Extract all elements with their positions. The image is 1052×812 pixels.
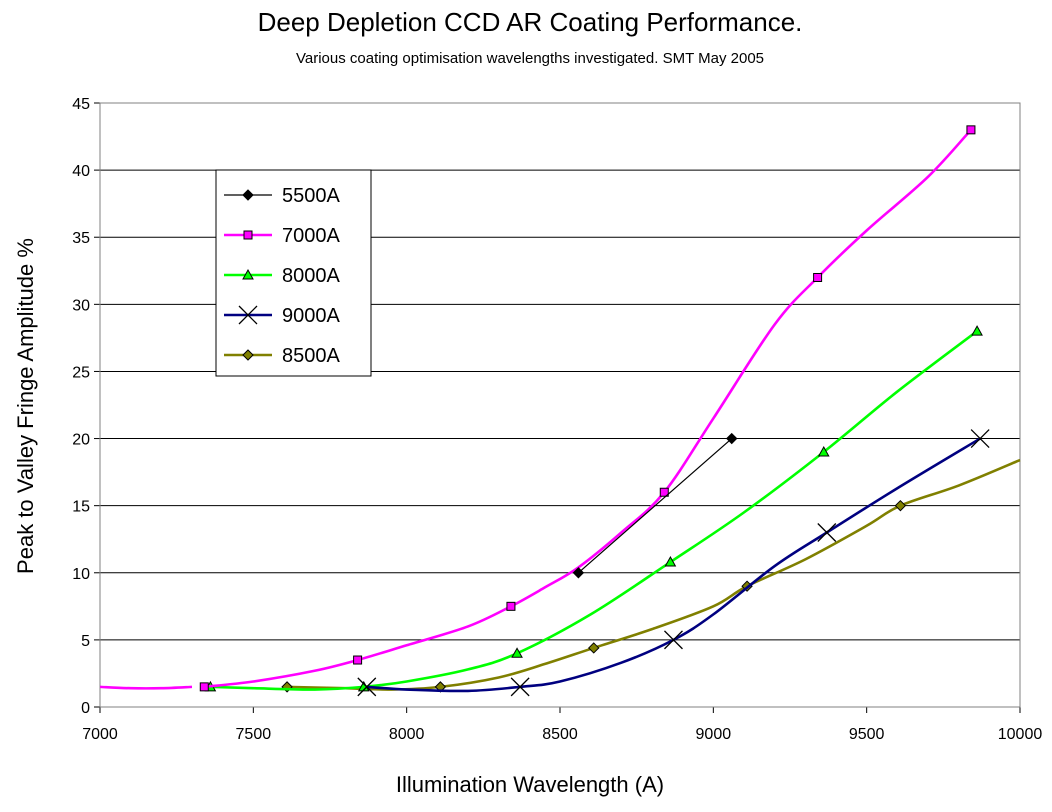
legend-label: 8000A bbox=[282, 265, 340, 287]
chart-title: Deep Depletion CCD AR Coating Performanc… bbox=[258, 7, 803, 37]
y-axis-label: Peak to Valley Fringe Amplitude % bbox=[13, 238, 38, 574]
y-tick-labels: 0 5 10 15 20 25 30 35 40 45 bbox=[72, 96, 90, 717]
y-tick-label: 20 bbox=[72, 432, 90, 449]
data-point bbox=[199, 682, 209, 692]
data-point bbox=[664, 556, 677, 567]
data-point bbox=[357, 677, 377, 697]
data-point bbox=[726, 432, 738, 445]
series-line bbox=[99, 685, 193, 690]
x-tick-label: 8500 bbox=[542, 726, 578, 743]
legend-item: 9000A bbox=[224, 305, 340, 327]
legend-marker bbox=[242, 349, 254, 361]
legend-marker bbox=[242, 189, 254, 201]
x-tick-label: 8000 bbox=[389, 726, 425, 743]
legend-item: 7000A bbox=[224, 225, 340, 247]
legend: 5500A 7000A 8000A 9000A 8500A bbox=[215, 169, 372, 377]
data-point bbox=[510, 677, 530, 697]
data-point bbox=[664, 630, 683, 650]
data-point bbox=[588, 642, 600, 654]
plot-area bbox=[99, 102, 1021, 708]
y-tick-label: 45 bbox=[72, 96, 90, 113]
data-point bbox=[572, 567, 585, 579]
x-tick-label: 9000 bbox=[696, 726, 732, 743]
data-point bbox=[817, 445, 830, 457]
series-line bbox=[210, 330, 978, 691]
series-line bbox=[366, 437, 981, 693]
legend-item: 5500A bbox=[224, 185, 340, 207]
series-9000A bbox=[357, 429, 990, 697]
y-tick-label: 35 bbox=[72, 230, 90, 247]
series-layer bbox=[99, 125, 1021, 697]
legend-marker bbox=[242, 268, 254, 280]
y-tick-label: 10 bbox=[72, 566, 90, 583]
data-point bbox=[966, 125, 976, 135]
legend-item: 8500A bbox=[224, 345, 340, 367]
series-extension bbox=[99, 685, 193, 690]
series-line bbox=[578, 438, 733, 574]
series-5500A bbox=[572, 432, 738, 579]
data-point bbox=[894, 499, 907, 512]
y-tick-label: 30 bbox=[72, 297, 90, 314]
x-axis-label: Illumination Wavelength (A) bbox=[396, 772, 664, 797]
y-tick-label: 0 bbox=[81, 700, 90, 717]
legend-label: 8500A bbox=[282, 345, 340, 367]
x-tick-label: 7500 bbox=[236, 726, 272, 743]
chart-subtitle: Various coating optimisation wavelengths… bbox=[296, 50, 764, 67]
data-point bbox=[511, 647, 523, 658]
data-point bbox=[813, 272, 823, 282]
data-point bbox=[659, 487, 669, 497]
y-tick-label: 40 bbox=[72, 163, 90, 180]
legend-label: 5500A bbox=[282, 185, 340, 207]
x-tick-label: 9500 bbox=[849, 726, 885, 743]
legend-label: 7000A bbox=[282, 225, 340, 247]
data-point bbox=[353, 655, 363, 665]
legend-marker bbox=[243, 230, 253, 240]
series-7000A bbox=[199, 125, 976, 692]
legend-label: 9000A bbox=[282, 305, 340, 327]
data-point bbox=[971, 325, 983, 336]
y-tick-label: 15 bbox=[72, 499, 90, 516]
x-tick-labels: 7000 7500 8000 8500 9000 9500 10000 bbox=[82, 726, 1042, 743]
data-point bbox=[506, 601, 516, 611]
y-tick-label: 5 bbox=[81, 633, 90, 650]
data-point bbox=[970, 429, 990, 449]
legend-marker bbox=[238, 305, 258, 325]
y-tick-label: 25 bbox=[72, 364, 90, 381]
legend-box bbox=[215, 169, 372, 377]
x-tick-label: 7000 bbox=[82, 726, 118, 743]
data-point bbox=[817, 523, 837, 542]
legend-item: 8000A bbox=[224, 265, 340, 287]
x-tick-label: 10000 bbox=[998, 726, 1043, 743]
